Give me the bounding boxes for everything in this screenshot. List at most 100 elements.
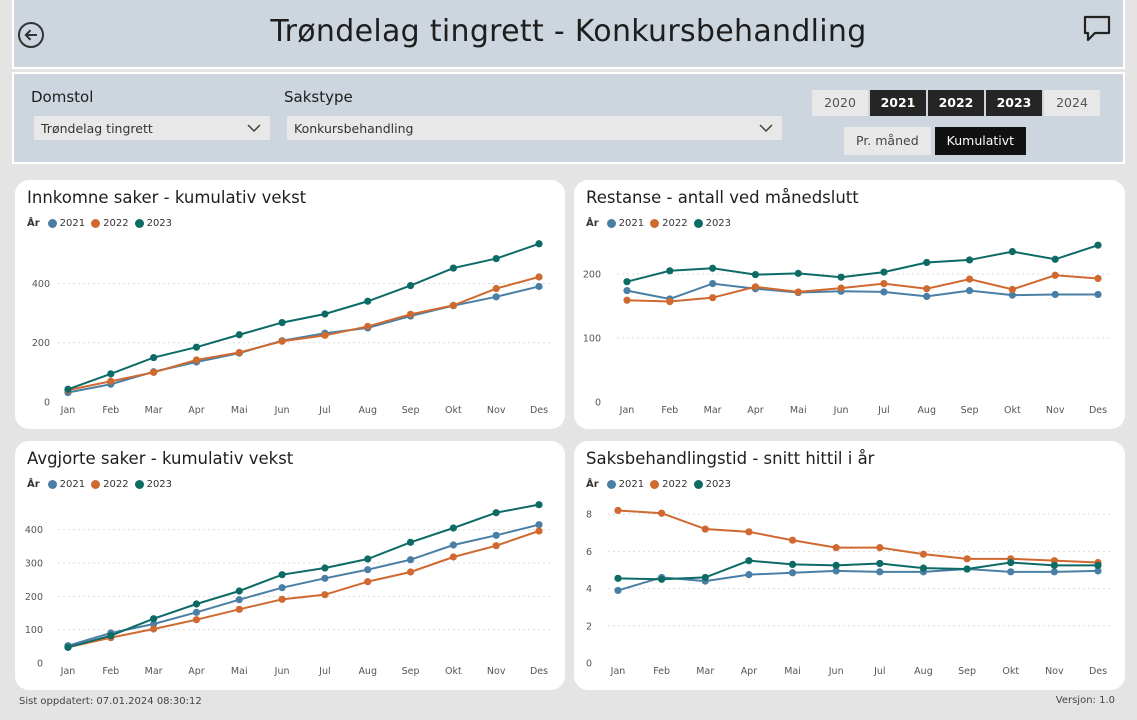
y-tick-label: 100: [583, 334, 601, 345]
data-point-2023: [701, 573, 709, 582]
casetype-dropdown[interactable]: Konkursbehandling: [287, 116, 782, 140]
y-tick-label: 4: [586, 584, 592, 595]
data-point-2021: [492, 531, 500, 539]
x-tick-label: Nov: [487, 666, 506, 677]
data-point-2022: [235, 605, 243, 613]
data-point-2022: [788, 536, 797, 544]
data-point-2023: [751, 271, 760, 279]
data-point-2023: [150, 353, 158, 362]
legend-title: År: [27, 218, 40, 229]
legend-item-2021[interactable]: 2021: [606, 218, 644, 229]
chart-plot: 0 100 200 300 400 Jan Feb Mar Apr Mai Jun Jul Aug Sep…: [25, 501, 553, 677]
x-tick-label: Jul: [318, 666, 330, 677]
year-button-2024[interactable]: 2024: [1044, 90, 1100, 116]
data-point-2021: [788, 569, 797, 577]
x-tick-label: Sep: [402, 405, 420, 416]
legend-title: År: [586, 479, 599, 490]
data-point-2021: [623, 287, 631, 295]
data-point-2023: [876, 559, 884, 568]
data-point-2023: [832, 561, 840, 569]
data-point-2021: [1051, 290, 1059, 299]
version-text: Versjon: 1.0: [1055, 695, 1115, 706]
legend-label: 2022: [103, 218, 129, 229]
legend-dot: [650, 480, 660, 489]
chart-title: Restanse - antall ved månedslutt: [586, 188, 859, 207]
legend-item-2023[interactable]: 2023: [134, 479, 172, 490]
x-tick-label: Jun: [828, 666, 844, 677]
data-point-2022: [658, 509, 666, 517]
data-point-2023: [278, 571, 286, 579]
series-line-2022: [626, 274, 1099, 303]
x-tick-label: Aug: [358, 405, 377, 416]
year-selector: 2020 2021 2022 2023 2024: [812, 90, 1100, 116]
x-tick-label: Jun: [274, 666, 290, 677]
legend-item-2022[interactable]: 2022: [91, 479, 129, 490]
data-point-2023: [1094, 561, 1102, 569]
data-point-2021: [965, 287, 974, 295]
legend-item-2021[interactable]: 2021: [47, 218, 85, 229]
chart-title: Avgjorte saker - kumulativ vekst: [27, 449, 294, 468]
y-tick-label: 200: [32, 338, 50, 349]
legend-dot: [606, 219, 616, 228]
legend-item-2023[interactable]: 2023: [693, 218, 731, 229]
data-point-2022: [919, 550, 928, 558]
data-point-2023: [406, 281, 415, 290]
legend-item-2021[interactable]: 2021: [47, 479, 85, 490]
chart-title: Innkomne saker - kumulativ vekst: [27, 188, 307, 207]
legend-dot: [47, 480, 57, 489]
series-line-2023: [626, 244, 1099, 283]
year-button-2020[interactable]: 2020: [812, 90, 868, 116]
x-tick-label: Mar: [704, 405, 722, 416]
x-tick-label: Feb: [653, 666, 670, 677]
y-tick-label: 300: [25, 559, 43, 570]
data-point-2023: [235, 587, 243, 595]
legend-item-2022[interactable]: 2022: [91, 218, 129, 229]
chart-card-incoming: Innkomne saker - kumulativ vekst År 2021…: [15, 180, 565, 429]
speech-bubble-icon[interactable]: [1083, 15, 1111, 47]
data-point-2023: [794, 269, 802, 277]
data-point-2022: [963, 555, 971, 563]
data-point-2021: [745, 571, 753, 579]
data-point-2023: [321, 564, 329, 572]
data-point-2021: [535, 521, 543, 529]
legend-item-2021[interactable]: 2021: [606, 479, 644, 490]
legend-item-2022[interactable]: 2022: [650, 218, 688, 229]
x-tick-label: Jan: [619, 405, 635, 416]
legend-item-2022[interactable]: 2022: [650, 479, 688, 490]
y-tick-label: 400: [32, 279, 50, 290]
data-point-2021: [1007, 568, 1015, 576]
x-tick-label: Feb: [661, 405, 678, 416]
court-dropdown[interactable]: Trøndelag tingrett: [34, 116, 270, 140]
data-point-2022: [745, 528, 753, 536]
data-point-2023: [965, 256, 974, 264]
x-tick-label: Jul: [873, 666, 885, 677]
data-point-2022: [1051, 271, 1059, 279]
data-point-2022: [449, 553, 457, 561]
data-point-2023: [1050, 561, 1058, 569]
x-tick-label: Des: [1089, 666, 1107, 677]
chart-plot: 0 2 4 6 8 Jan Feb Mar Apr Mai Jun Jul Aug Sep Okt Nov De…: [586, 506, 1112, 677]
data-point-2022: [278, 595, 286, 603]
data-point-2023: [709, 264, 717, 272]
data-point-2021: [321, 574, 329, 582]
year-button-2022[interactable]: 2022: [928, 90, 984, 116]
data-point-2023: [192, 343, 201, 351]
x-tick-label: Aug: [358, 666, 377, 677]
legend-dot: [606, 480, 616, 489]
series-line-2021: [67, 523, 540, 647]
legend-item-2023[interactable]: 2023: [693, 479, 731, 490]
legend-item-2023[interactable]: 2023: [134, 218, 172, 229]
data-point-2022: [321, 591, 329, 599]
x-tick-label: Mai: [790, 405, 807, 416]
mode-button-monthly[interactable]: Pr. måned: [844, 127, 931, 155]
year-button-2023[interactable]: 2023: [986, 90, 1042, 116]
year-button-2021[interactable]: 2021: [870, 90, 926, 116]
data-point-2023: [64, 643, 72, 651]
mode-button-cumulative[interactable]: Kumulativt: [934, 127, 1027, 155]
arrow-left-circle-icon[interactable]: [18, 22, 44, 48]
legend-dot: [134, 480, 144, 489]
data-point-2023: [321, 310, 329, 318]
data-point-2023: [235, 331, 243, 339]
data-point-2022: [880, 280, 888, 288]
data-point-2021: [1094, 290, 1102, 299]
